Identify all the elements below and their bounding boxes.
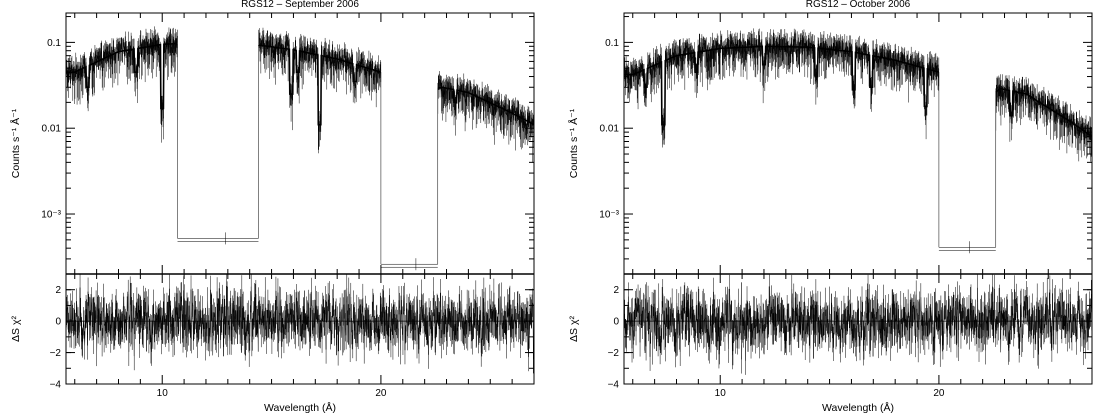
spectrum-plot-area (624, 28, 1092, 254)
residual-y-tick-label: 0 (55, 317, 61, 328)
spectrum-data-series (624, 37, 1092, 251)
residual-plot-area (624, 274, 1092, 375)
residual-y-tick-label: 2 (613, 285, 619, 296)
spectrum-plot-area (66, 26, 534, 271)
y-tick-label: 0.01 (42, 124, 62, 135)
x-tick-label: 10 (715, 388, 727, 399)
y-tick-label: 0.1 (47, 38, 61, 49)
residual-plot-area (66, 274, 534, 374)
y-axis-label: Counts s⁻¹ Å⁻¹ (9, 108, 22, 178)
residual-y-tick-label: −4 (608, 380, 620, 391)
spectrum-model-line (66, 42, 534, 126)
residual-y-tick-label: −4 (50, 380, 62, 391)
y-tick-label: 10⁻³ (599, 210, 619, 221)
y-axis-label: Counts s⁻¹ Å⁻¹ (567, 108, 580, 178)
residual-data-series (624, 282, 1092, 361)
residual-y-tick-label: −2 (608, 348, 620, 359)
chart-title: RGS12 – September 2006 (241, 0, 359, 10)
residual-y-tick-label: 0 (613, 317, 619, 328)
x-axis-label: Wavelength (Å) (822, 401, 894, 414)
y-tick-label: 0.1 (605, 38, 619, 49)
residual-y-tick-label: −2 (50, 348, 62, 359)
residual-y-tick-label: 2 (55, 285, 61, 296)
y-tick-label: 0.01 (600, 124, 620, 135)
chart-panel-1: RGS12 – September 20060.10.0110⁻³20−2−41… (9, 0, 535, 414)
y-tick-label: 10⁻³ (41, 210, 61, 221)
x-tick-label: 20 (933, 388, 945, 399)
chart-title: RGS12 – October 2006 (806, 0, 911, 10)
residual-y-axis-label: ΔS χ² (568, 316, 580, 342)
x-tick-label: 20 (375, 388, 387, 399)
x-tick-label: 10 (157, 388, 169, 399)
residual-y-axis-label: ΔS χ² (10, 316, 22, 342)
spectrum-data-series (66, 35, 534, 268)
spectrum-model-line (624, 45, 1092, 138)
x-axis-label: Wavelength (Å) (264, 401, 336, 414)
